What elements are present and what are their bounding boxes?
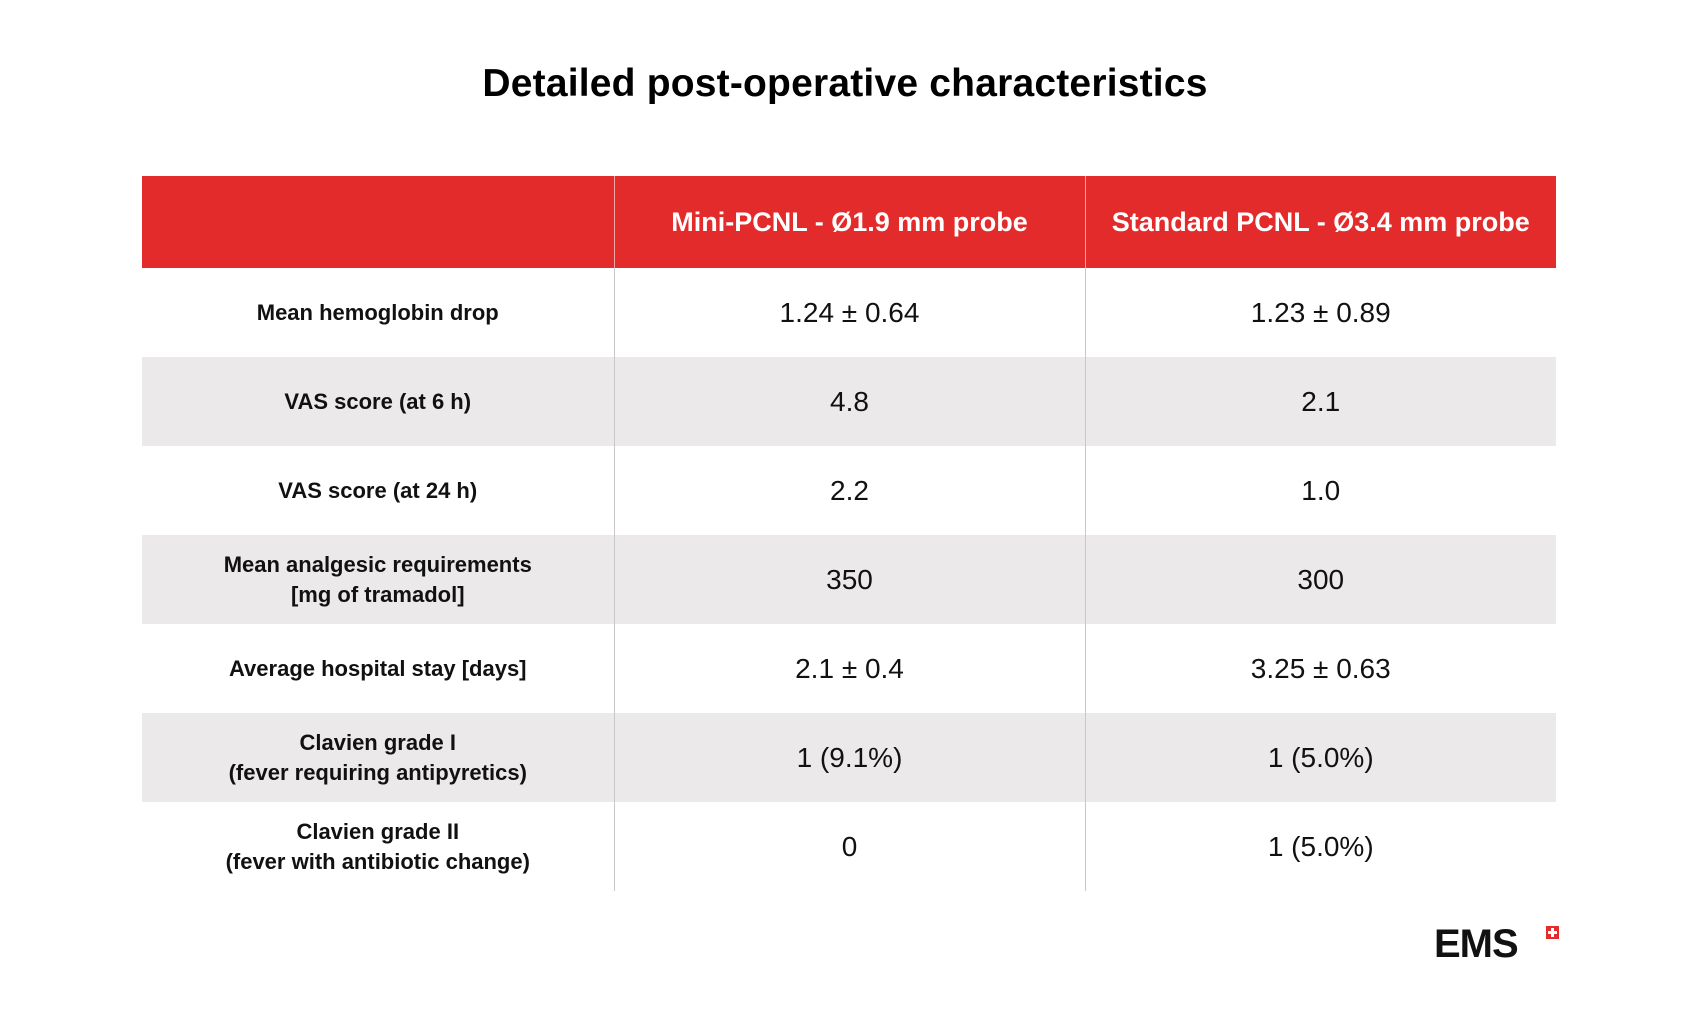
row-label: Average hospital stay [days]: [142, 624, 614, 713]
characteristics-table: Mini-PCNL - Ø1.9 mm probe Standard PCNL …: [142, 176, 1556, 891]
mini-pcnl-value: 1 (9.1%): [613, 713, 1085, 802]
header-cell-standard-pcnl: Standard PCNL - Ø3.4 mm probe: [1084, 176, 1556, 268]
row-label-line: Average hospital stay [days]: [228, 655, 527, 681]
table-header-row: Mini-PCNL - Ø1.9 mm probe Standard PCNL …: [142, 176, 1556, 268]
mini-pcnl-value: 350: [613, 535, 1085, 624]
standard-pcnl-value: 1.0: [1084, 446, 1556, 535]
ems-logo: EMS: [1434, 922, 1559, 966]
standard-pcnl-value: 1.23 ± 0.89: [1084, 268, 1556, 357]
table-row: Mean analgesic requirements [mg of tramad…: [142, 535, 1556, 624]
standard-pcnl-value: 300: [1084, 535, 1556, 624]
row-label-line: Mean hemoglobin drop: [256, 299, 499, 325]
table-row: Mean hemoglobin drop 1.24 ± 0.64 1.23 ± …: [142, 268, 1556, 357]
header-cell-empty: [142, 176, 614, 268]
mini-pcnl-value: 0: [613, 802, 1085, 891]
table-row: Average hospital stay [days] 2.1 ± 0.4 3…: [142, 624, 1556, 713]
mini-pcnl-value: 1.24 ± 0.64: [613, 268, 1085, 357]
standard-pcnl-value: 3.25 ± 0.63: [1084, 624, 1556, 713]
mini-pcnl-value: 2.1 ± 0.4: [613, 624, 1085, 713]
table-row: VAS score (at 6 h) 4.8 2.1: [142, 357, 1556, 446]
page-title: Detailed post-operative characteristics: [482, 62, 1208, 105]
standard-pcnl-value: 1 (5.0%): [1084, 802, 1556, 891]
standard-pcnl-value: 1 (5.0%): [1084, 713, 1556, 802]
row-label-line: [mg of tramadol]: [290, 581, 465, 607]
row-label-line: Mean analgesic requirements: [223, 551, 532, 577]
row-label: Mean analgesic requirements [mg of tramad…: [142, 535, 614, 624]
row-label: Clavien grade I (fever requiring antipyre…: [142, 713, 614, 802]
row-label: Mean hemoglobin drop: [142, 268, 614, 357]
row-label-line: (fever requiring antipyretics): [228, 759, 527, 785]
header-cell-mini-pcnl: Mini-PCNL - Ø1.9 mm probe: [613, 176, 1085, 268]
swiss-cross-icon: [1546, 926, 1559, 939]
table-row: VAS score (at 24 h) 2.2 1.0: [142, 446, 1556, 535]
row-label-line: VAS score (at 24 h): [278, 477, 478, 503]
mini-pcnl-value: 4.8: [613, 357, 1085, 446]
row-label-line: Clavien grade I: [299, 729, 456, 755]
row-label-line: Clavien grade II: [296, 818, 460, 844]
logo-text: EMS: [1434, 922, 1519, 966]
row-label-line: (fever with antibiotic change): [225, 848, 530, 874]
mini-pcnl-value: 2.2: [613, 446, 1085, 535]
standard-pcnl-value: 2.1: [1084, 357, 1556, 446]
row-label-line: VAS score (at 6 h): [284, 388, 472, 414]
row-label: VAS score (at 6 h): [142, 357, 614, 446]
table-row: Clavien grade I (fever requiring antipyre…: [142, 713, 1556, 802]
row-label: VAS score (at 24 h): [142, 446, 614, 535]
table-row: Clavien grade II (fever with antibiotic c…: [142, 802, 1556, 891]
row-label: Clavien grade II (fever with antibiotic c…: [142, 802, 614, 891]
